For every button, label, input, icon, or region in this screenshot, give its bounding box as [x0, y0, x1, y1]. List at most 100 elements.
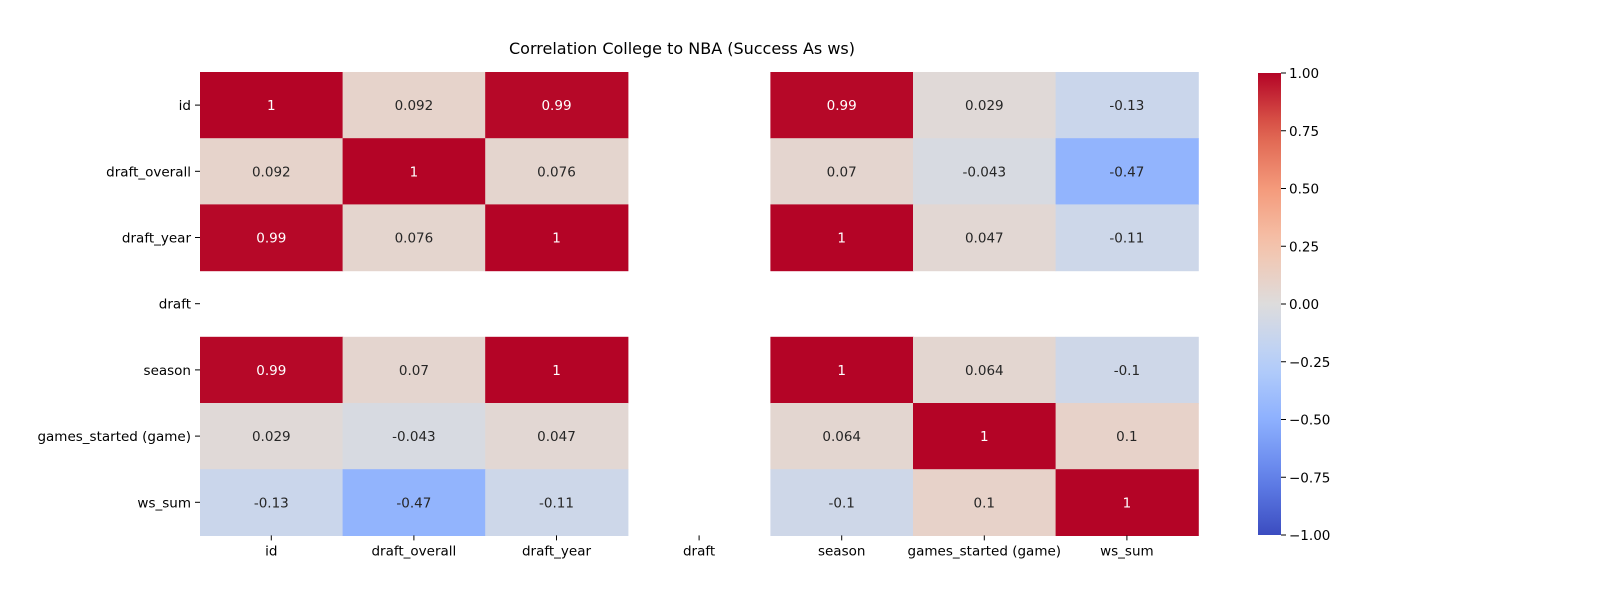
cell-annotation: 1: [410, 164, 419, 180]
y-tick-label: draft_overall: [106, 164, 191, 180]
heatmap-cell: [342, 336, 486, 404]
heatmap-cell: [342, 403, 486, 470]
cell-annotation: 1: [837, 231, 846, 247]
heatmap-cell: [1055, 204, 1199, 272]
heatmap-cells: [200, 72, 1199, 536]
chart-title: Correlation College to NBA (Success As w…: [509, 39, 855, 58]
y-tick-label: ws_sum: [137, 495, 191, 511]
cell-annotation: -0.1: [1114, 363, 1140, 379]
cell-annotation: -0.47: [1109, 164, 1144, 180]
cell-annotation: -0.13: [254, 495, 289, 511]
heatmap-cell: [1055, 336, 1199, 404]
colorbar-tick-label: −0.25: [1289, 355, 1330, 371]
cell-annotation: 1: [837, 363, 846, 379]
cell-annotation: -0.11: [1109, 231, 1144, 247]
heatmap-cell: [770, 336, 914, 404]
x-tick-label: draft_overall: [371, 543, 456, 559]
cell-annotation: -0.043: [392, 429, 436, 445]
cell-annotation: 0.029: [252, 429, 291, 445]
cell-annotation: 0.99: [541, 98, 571, 114]
heatmap-cell: [342, 204, 486, 272]
colorbar-tick-label: 0.25: [1289, 239, 1319, 255]
heatmap-cell: [913, 138, 1057, 205]
heatmap-cell: [1055, 469, 1199, 536]
cell-annotation: 0.1: [974, 495, 995, 511]
colorbar-tick-label: −0.75: [1289, 470, 1330, 486]
y-tick-label: games_started (game): [37, 429, 191, 445]
heatmap-cell: [770, 72, 914, 139]
y-tick-label: draft_year: [122, 231, 192, 247]
cell-annotation: -0.13: [1109, 98, 1144, 114]
heatmap-cell: [200, 336, 344, 404]
heatmap-cell: [485, 336, 629, 404]
heatmap-cell: [1055, 72, 1199, 139]
colorbar-gradient: [1258, 73, 1281, 535]
cell-annotation: 1: [1123, 495, 1132, 511]
cell-annotation: 1: [980, 429, 989, 445]
x-tick-label: ws_sum: [1100, 543, 1154, 559]
heatmap-cell: [485, 72, 629, 139]
colorbar-tick-label: 1.00: [1289, 66, 1319, 82]
cell-annotation: 0.092: [395, 98, 434, 114]
cell-annotation: 0.99: [256, 363, 286, 379]
colorbar-tick-label: −1.00: [1289, 528, 1330, 544]
y-tick-label: id: [179, 98, 191, 114]
y-tick-label: draft: [159, 297, 191, 313]
colorbar-tick-label: 0.00: [1289, 297, 1319, 313]
heatmap-cell: [913, 204, 1057, 272]
x-tick-label: id: [265, 543, 277, 559]
cell-annotation: 0.064: [822, 429, 861, 445]
heatmap-cell: [200, 72, 344, 139]
cell-annotation: 0.99: [256, 231, 286, 247]
cell-annotation: -0.043: [963, 164, 1007, 180]
cell-annotation: 1: [552, 231, 561, 247]
heatmap-cell: [913, 336, 1057, 404]
cell-annotations: 1 0.092 0.99 0.99 0.029 -0.13 0.092 1 0.076 0.07 -…: [252, 98, 1144, 511]
cell-annotation: 1: [552, 363, 561, 379]
cell-annotation: 0.047: [537, 429, 576, 445]
heatmap-cell: [200, 403, 344, 470]
x-tick-label: draft: [683, 543, 715, 559]
x-tick-label: games_started (game): [908, 543, 1062, 559]
cell-annotation: 0.07: [399, 363, 429, 379]
heatmap-cell: [485, 469, 629, 536]
colorbar-tick-label: 0.50: [1289, 182, 1319, 198]
x-tick-label: draft_year: [522, 543, 592, 559]
cell-annotation: 0.029: [965, 98, 1004, 114]
heatmap-cell: [200, 138, 344, 205]
cell-annotation: 0.99: [827, 98, 857, 114]
cell-annotation: -0.11: [539, 495, 574, 511]
x-axis: id draft_overall draft_year draft season game…: [265, 535, 1154, 559]
colorbar-tick-label: −0.50: [1289, 413, 1330, 429]
cell-annotation: 0.092: [252, 164, 291, 180]
heatmap-cell: [913, 469, 1057, 536]
cell-annotation: 0.064: [965, 363, 1004, 379]
cell-annotation: 0.047: [965, 231, 1004, 247]
heatmap-cell: [342, 72, 486, 139]
cell-annotation: 0.076: [395, 231, 434, 247]
cell-annotation: 0.1: [1116, 429, 1137, 445]
heatmap-cell: [770, 469, 914, 536]
cell-annotation: 0.076: [537, 164, 576, 180]
cell-annotation: -0.47: [396, 495, 431, 511]
colorbar-tick-label: 0.75: [1289, 124, 1319, 140]
heatmap-cell: [342, 469, 486, 536]
heatmap-cell: [1055, 138, 1199, 205]
heatmap-cell: [485, 138, 629, 205]
heatmap-cell: [200, 469, 344, 536]
heatmap-cell: [1055, 403, 1199, 470]
colorbar: 1.00 0.75 0.50 0.25 0.00 −0.25 −0.50 −0.75 −1.00: [1258, 66, 1330, 544]
heatmap-cell: [770, 403, 914, 470]
cell-annotation: -0.1: [829, 495, 855, 511]
heatmap-cell: [485, 403, 629, 470]
cell-annotation: 1: [267, 98, 276, 114]
heatmap-cell: [342, 138, 486, 205]
heatmap-cell: [200, 204, 344, 272]
heatmap-cell: [913, 403, 1057, 470]
y-tick-label: season: [144, 363, 191, 379]
x-tick-label: season: [818, 543, 865, 559]
heatmap-cell: [770, 138, 914, 205]
cell-annotation: 0.07: [827, 164, 857, 180]
